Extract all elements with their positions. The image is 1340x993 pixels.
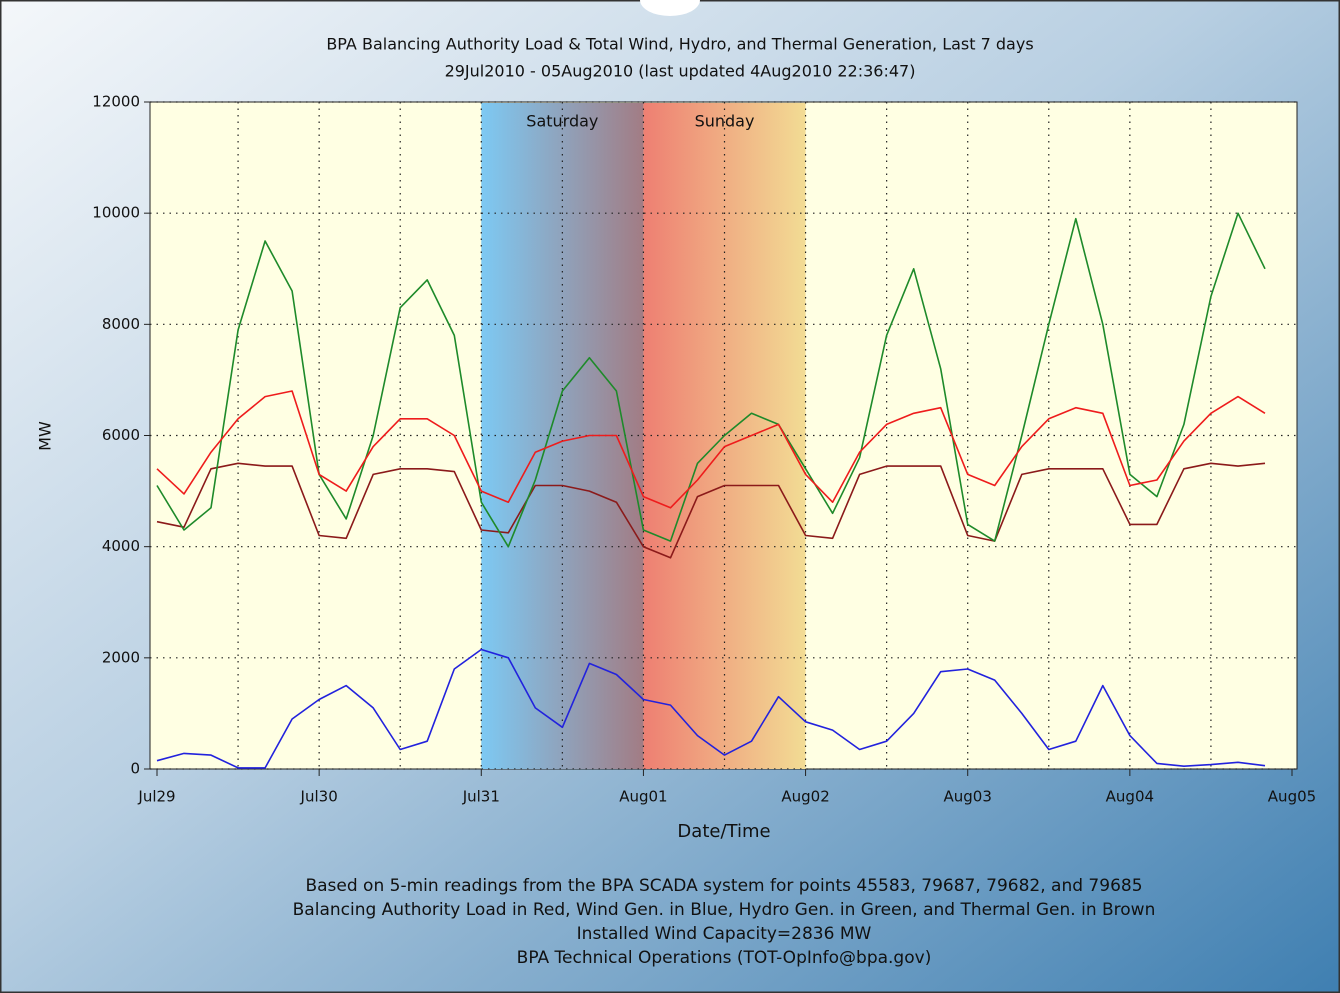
footnote: Based on 5-min readings from the BPA SCA… <box>305 876 1142 896</box>
grid <box>150 101 1297 770</box>
x-tick-label: Aug05 <box>1268 788 1316 806</box>
chart-title: BPA Balancing Authority Load & Total Win… <box>326 35 1033 54</box>
series-line <box>156 648 1266 769</box>
notes: Based on 5-min readings from the BPA SCA… <box>293 876 1156 968</box>
y-axis-label: MW <box>36 421 55 451</box>
y-tick-label: 8000 <box>102 315 140 333</box>
footnote: Installed Wind Capacity=2836 MW <box>577 924 872 944</box>
lines <box>156 212 1266 769</box>
x-tick-label: Jul29 <box>137 788 175 806</box>
x-tick-label: Aug03 <box>944 788 992 806</box>
top-tab <box>640 0 700 16</box>
bands: Saturday Sunday <box>481 103 806 769</box>
y-tick-label: 10000 <box>92 204 140 222</box>
x-tick-label: Jul30 <box>300 788 338 806</box>
y-tick-label: 0 <box>130 760 140 778</box>
footnote: BPA Technical Operations (TOT-OpInfo@bpa… <box>517 948 932 968</box>
x-axis-label: Date/Time <box>677 821 770 842</box>
band-label: Sunday <box>695 112 755 131</box>
x-tick-label: Jul31 <box>462 788 500 806</box>
footnote: Balancing Authority Load in Red, Wind Ge… <box>293 900 1156 920</box>
series-line <box>156 212 1266 548</box>
axes: 0 2000 4000 6000 8000 10000 12000 Jul29 Jul30 Jul… <box>92 93 1316 806</box>
series-line <box>156 390 1266 509</box>
x-tick-label: Aug01 <box>619 788 667 806</box>
y-tick-label: 6000 <box>102 426 140 444</box>
y-tick-label: 2000 <box>102 648 140 666</box>
x-tick-label: Aug04 <box>1106 788 1154 806</box>
chart-subtitle: 29Jul2010 - 05Aug2010 (last updated 4Aug… <box>445 62 916 81</box>
series-line <box>156 462 1266 559</box>
x-tick-label: Aug02 <box>781 788 829 806</box>
y-tick-label: 12000 <box>92 93 140 111</box>
band-label: Saturday <box>526 112 598 131</box>
y-tick-label: 4000 <box>102 537 140 555</box>
